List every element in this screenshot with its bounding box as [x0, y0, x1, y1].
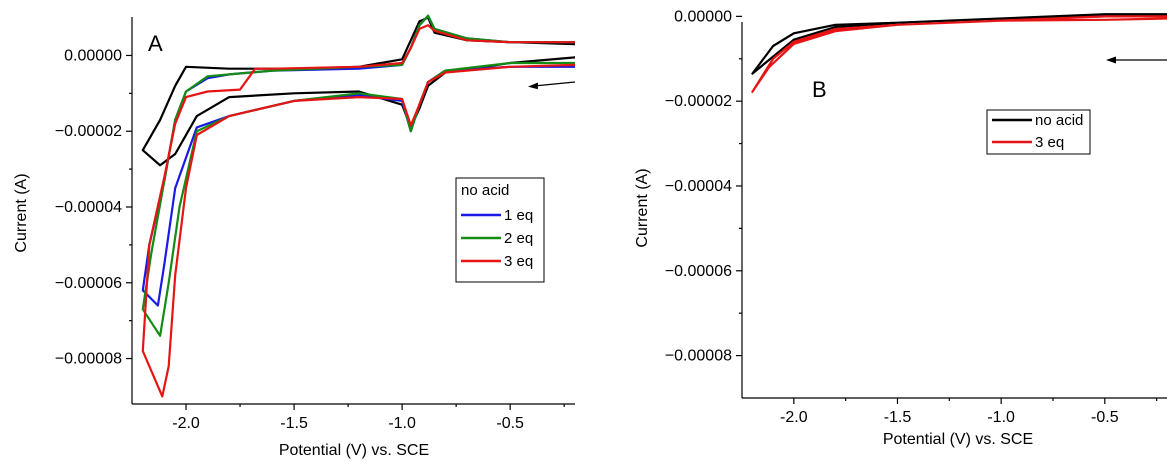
- chart-panel-a: 0.00000−0.00002−0.00004−0.00006−0.00008 …: [13, 16, 575, 459]
- y-tick-label: −0.00006: [665, 263, 732, 280]
- legend-label: 2 eq: [504, 230, 533, 247]
- x-tick-label: -1.5: [884, 409, 912, 426]
- x-tick-label: -1.0: [388, 415, 416, 432]
- y-tick-label: −0.00002: [665, 93, 732, 110]
- x-tick-label: -0.5: [1091, 409, 1119, 426]
- legend-label: 1 eq: [504, 207, 533, 224]
- series-line-2-eq: [143, 16, 575, 336]
- legend: no acid 1 eq 2 eq 3 eq: [456, 178, 544, 282]
- legend-label: 3 eq: [504, 253, 533, 270]
- x-axis-title: Potential (V) vs. SCE: [279, 442, 429, 459]
- y-tick-label: 0.00000: [674, 8, 732, 25]
- y-tick-label: −0.00004: [55, 199, 122, 216]
- y-tick-label: −0.00004: [665, 178, 732, 195]
- y-tick-label: −0.00008: [55, 351, 122, 368]
- legend-title: no acid: [461, 182, 509, 199]
- x-tick-label: -1.5: [280, 415, 308, 432]
- panel-label: A: [148, 31, 163, 56]
- y-tick-label: −0.00006: [55, 275, 122, 292]
- x-axis-title: Potential (V) vs. SCE: [883, 431, 1033, 448]
- y-axis-title: Current (A): [634, 168, 651, 247]
- x-tick-label: -2.0: [780, 409, 808, 426]
- x-tick-label: -0.5: [496, 415, 524, 432]
- legend-label: no acid: [1035, 112, 1083, 129]
- y-tick-label: −0.00002: [55, 123, 122, 140]
- y-tick-label: 0.00000: [64, 47, 122, 64]
- y-tick-label: −0.00008: [665, 348, 732, 365]
- chart-panel-b: 0.00000−0.00002−0.00004−0.00006−0.00008 …: [634, 8, 1167, 448]
- legend: no acid 3 eq: [987, 110, 1090, 154]
- legend-label: 3 eq: [1035, 134, 1064, 151]
- scan-direction-arrow: [1106, 57, 1167, 64]
- panel-label: B: [812, 77, 827, 102]
- x-tick-label: -1.0: [987, 409, 1015, 426]
- x-tick-label: -2.0: [172, 415, 200, 432]
- scan-direction-arrow: [528, 82, 575, 89]
- y-axis-title: Current (A): [13, 173, 30, 252]
